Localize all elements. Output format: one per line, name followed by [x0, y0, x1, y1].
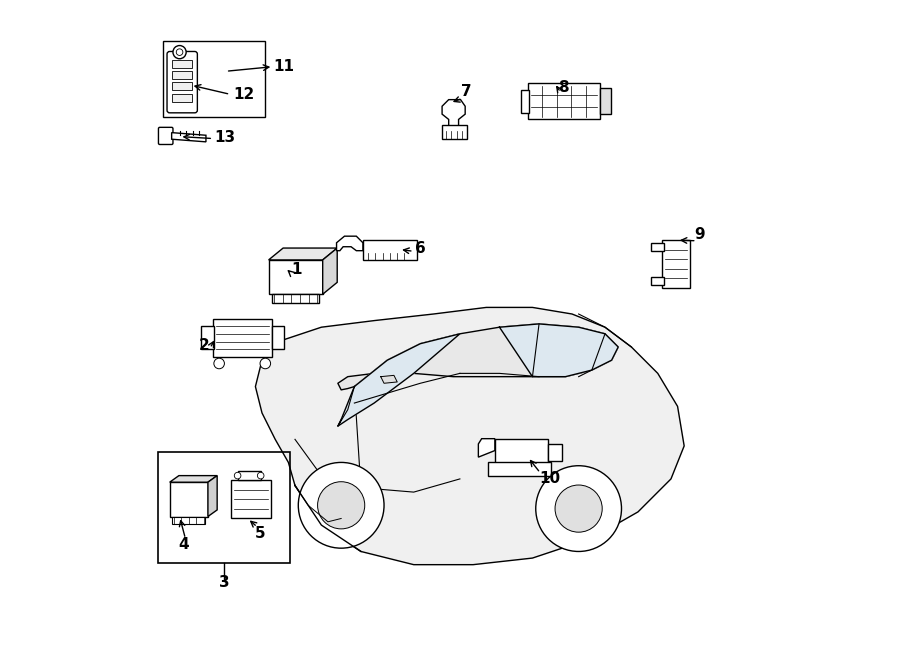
Bar — [172, 83, 192, 91]
Polygon shape — [337, 236, 363, 251]
Circle shape — [257, 473, 264, 479]
Circle shape — [298, 463, 384, 548]
Bar — [172, 516, 205, 524]
Circle shape — [555, 485, 602, 532]
Bar — [651, 243, 663, 251]
Circle shape — [173, 46, 186, 59]
Text: 5: 5 — [255, 526, 266, 541]
Bar — [547, 444, 562, 461]
Polygon shape — [256, 307, 684, 564]
Text: 7: 7 — [461, 84, 472, 99]
Circle shape — [536, 466, 622, 551]
Bar — [489, 463, 551, 476]
Polygon shape — [338, 324, 618, 390]
Text: 1: 1 — [292, 262, 302, 277]
Bar — [268, 260, 323, 294]
Bar — [238, 471, 261, 481]
Text: 8: 8 — [558, 80, 569, 95]
Bar — [527, 83, 600, 120]
Text: 2: 2 — [199, 338, 210, 352]
Circle shape — [234, 473, 241, 479]
Circle shape — [176, 49, 183, 56]
Bar — [521, 90, 529, 113]
Bar — [363, 240, 417, 260]
Text: 12: 12 — [234, 87, 255, 102]
Bar — [172, 71, 192, 79]
Polygon shape — [268, 248, 338, 260]
Polygon shape — [323, 248, 338, 294]
Polygon shape — [208, 476, 217, 516]
Bar — [662, 240, 690, 288]
Polygon shape — [170, 476, 217, 483]
FancyBboxPatch shape — [158, 128, 173, 145]
Bar — [495, 439, 547, 464]
Polygon shape — [381, 375, 397, 383]
Text: 4: 4 — [178, 537, 189, 553]
Circle shape — [214, 358, 224, 369]
Bar — [201, 327, 214, 349]
Bar — [272, 294, 320, 303]
Bar — [231, 481, 271, 518]
Bar — [442, 125, 467, 139]
Bar — [172, 95, 192, 102]
Bar — [272, 327, 284, 349]
Circle shape — [260, 358, 271, 369]
Polygon shape — [479, 439, 495, 457]
Bar — [163, 41, 266, 117]
Polygon shape — [338, 334, 460, 426]
Text: 3: 3 — [219, 575, 230, 590]
Text: 6: 6 — [415, 241, 426, 256]
Bar — [651, 277, 663, 285]
Bar — [172, 60, 192, 68]
Circle shape — [318, 482, 364, 529]
Polygon shape — [442, 100, 465, 126]
Polygon shape — [172, 133, 206, 142]
Text: 10: 10 — [540, 471, 561, 486]
Text: 9: 9 — [694, 227, 705, 243]
Bar — [600, 89, 611, 114]
Bar — [158, 452, 291, 563]
Text: 11: 11 — [274, 59, 294, 74]
FancyBboxPatch shape — [167, 52, 197, 113]
Text: 13: 13 — [214, 130, 235, 145]
Bar — [212, 319, 272, 357]
Polygon shape — [500, 324, 618, 377]
Bar — [170, 483, 208, 516]
